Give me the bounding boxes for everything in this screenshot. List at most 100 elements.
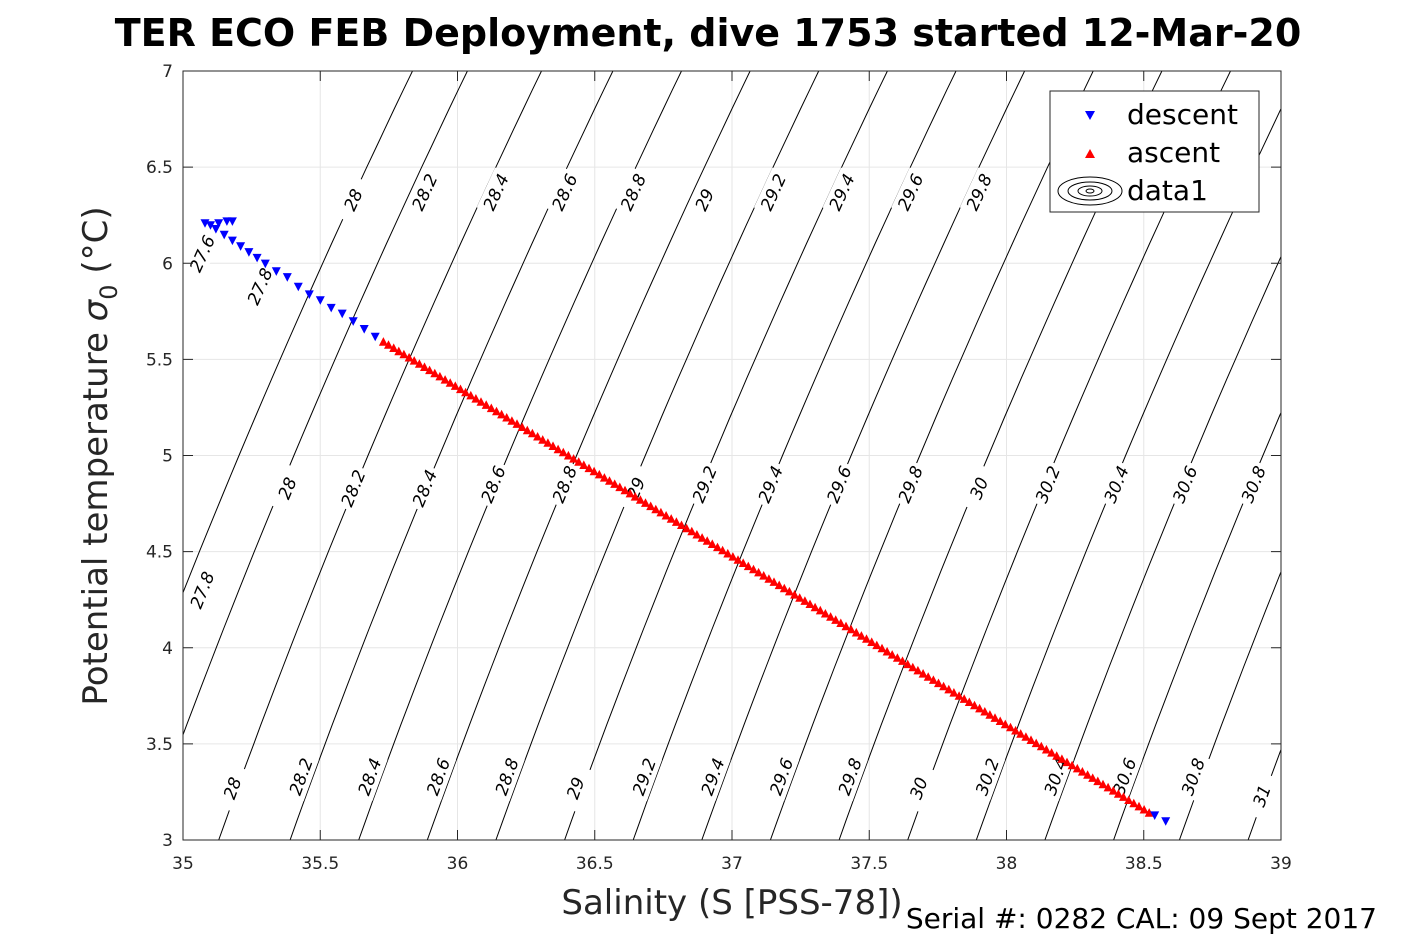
y-tick-label: 4.5 [146, 543, 173, 563]
ascent-point [440, 375, 450, 384]
ascent-point [435, 371, 445, 381]
ascent-point [605, 476, 614, 485]
ascent-point [867, 637, 877, 646]
ascent-point [543, 438, 553, 447]
ascent-point [651, 504, 661, 514]
descent-point [359, 325, 369, 334]
x-tick-label: 36.5 [576, 854, 614, 874]
ascent-point [615, 482, 625, 492]
contour-label-bg [420, 752, 457, 802]
ascent-point [836, 618, 846, 627]
y-tick-label: 7 [162, 62, 173, 82]
ascent-point [492, 406, 501, 416]
sigma-symbol: σ [76, 298, 116, 321]
ascent-point [882, 646, 892, 656]
ascent-point [1011, 725, 1021, 735]
ascent-point [841, 621, 851, 631]
ascent-point [1072, 763, 1082, 773]
y-tick-label: 6.5 [146, 158, 173, 178]
ascent-point [759, 571, 769, 580]
ascent-point [928, 675, 938, 684]
ascent-point [522, 425, 532, 435]
ascent-point [779, 583, 789, 593]
contour-label-bg [959, 167, 999, 217]
ascent-point [1098, 779, 1108, 789]
contour-label-bg [694, 752, 731, 802]
ascent-point [579, 460, 589, 469]
ascent-point [887, 650, 897, 659]
contour-label-bg [183, 565, 221, 615]
ascent-point [589, 466, 599, 476]
legend-ascent-marker [1085, 149, 1095, 158]
ascent-point [923, 672, 933, 681]
ascent-point [548, 441, 558, 450]
contour-label-bg [333, 175, 373, 225]
contour-label-bg [832, 752, 868, 801]
ascent-point [512, 419, 522, 428]
y-tick-label: 3 [162, 831, 173, 851]
contour-line [1044, 255, 1281, 840]
ascent-point [944, 684, 954, 694]
ascent-point [1077, 767, 1087, 776]
y-axis-label-main: Potential temperature [76, 321, 116, 705]
ascent-point [1119, 792, 1128, 801]
ascent-point [378, 337, 388, 346]
contour-label-bg [751, 459, 790, 509]
ascent-point [990, 713, 1000, 722]
descent-point [370, 332, 380, 342]
contour-label-bg [545, 167, 584, 217]
ascent-point [1036, 741, 1046, 751]
descent-point [252, 253, 262, 263]
contour-label-bg [685, 459, 724, 509]
ascent-point [764, 574, 774, 583]
contour-label-bg [476, 167, 516, 217]
ascent-point [692, 530, 702, 539]
ascent-point [985, 710, 995, 719]
ascent-point [630, 492, 640, 501]
contour-line [1178, 570, 1281, 840]
ascent-point [851, 627, 861, 637]
contour-line [1113, 411, 1281, 840]
ascent-point [995, 716, 1005, 725]
ascent-point [646, 501, 656, 511]
ascent-point [815, 605, 825, 615]
descent-point [211, 225, 221, 234]
ascent-point [666, 514, 676, 523]
ascent-point [538, 435, 548, 444]
ascent-point [481, 400, 491, 409]
descent-point [348, 317, 358, 326]
ascent-point [805, 599, 815, 608]
ascent-point [1083, 770, 1093, 779]
legend-descent-label: descent [1127, 98, 1238, 131]
ascent-point [784, 586, 794, 596]
descent-point [1161, 817, 1171, 826]
ascent-point [1052, 751, 1062, 760]
x-tick-label: 35 [172, 854, 194, 874]
ascent-point [1016, 729, 1026, 738]
ascent-point [641, 498, 650, 507]
ascent-point [1103, 782, 1113, 792]
ascent-point [384, 340, 393, 349]
ascent-point [939, 681, 949, 691]
ascent-point [620, 485, 630, 495]
ascent-point [856, 631, 866, 640]
ascent-point [1067, 760, 1077, 770]
x-tick-label: 37.5 [850, 854, 888, 874]
ascent-point [430, 368, 440, 378]
ascent-point [599, 473, 609, 482]
ascent-point [918, 669, 928, 678]
descent-point [227, 236, 237, 246]
ascent-point [1021, 732, 1031, 741]
contour-label-bg [626, 752, 663, 802]
contour-label-bg [960, 463, 998, 513]
x-tick-label: 39 [1270, 854, 1292, 874]
ascent-point [1057, 754, 1067, 763]
ascent-point [826, 612, 836, 621]
descent-point [337, 309, 347, 319]
ascent-point [1093, 776, 1103, 786]
y-tick-label: 3.5 [146, 735, 173, 755]
contour-label-bg [1097, 459, 1135, 509]
ascent-point [682, 523, 692, 533]
data-points [200, 217, 1171, 826]
ascent-point [661, 511, 671, 520]
